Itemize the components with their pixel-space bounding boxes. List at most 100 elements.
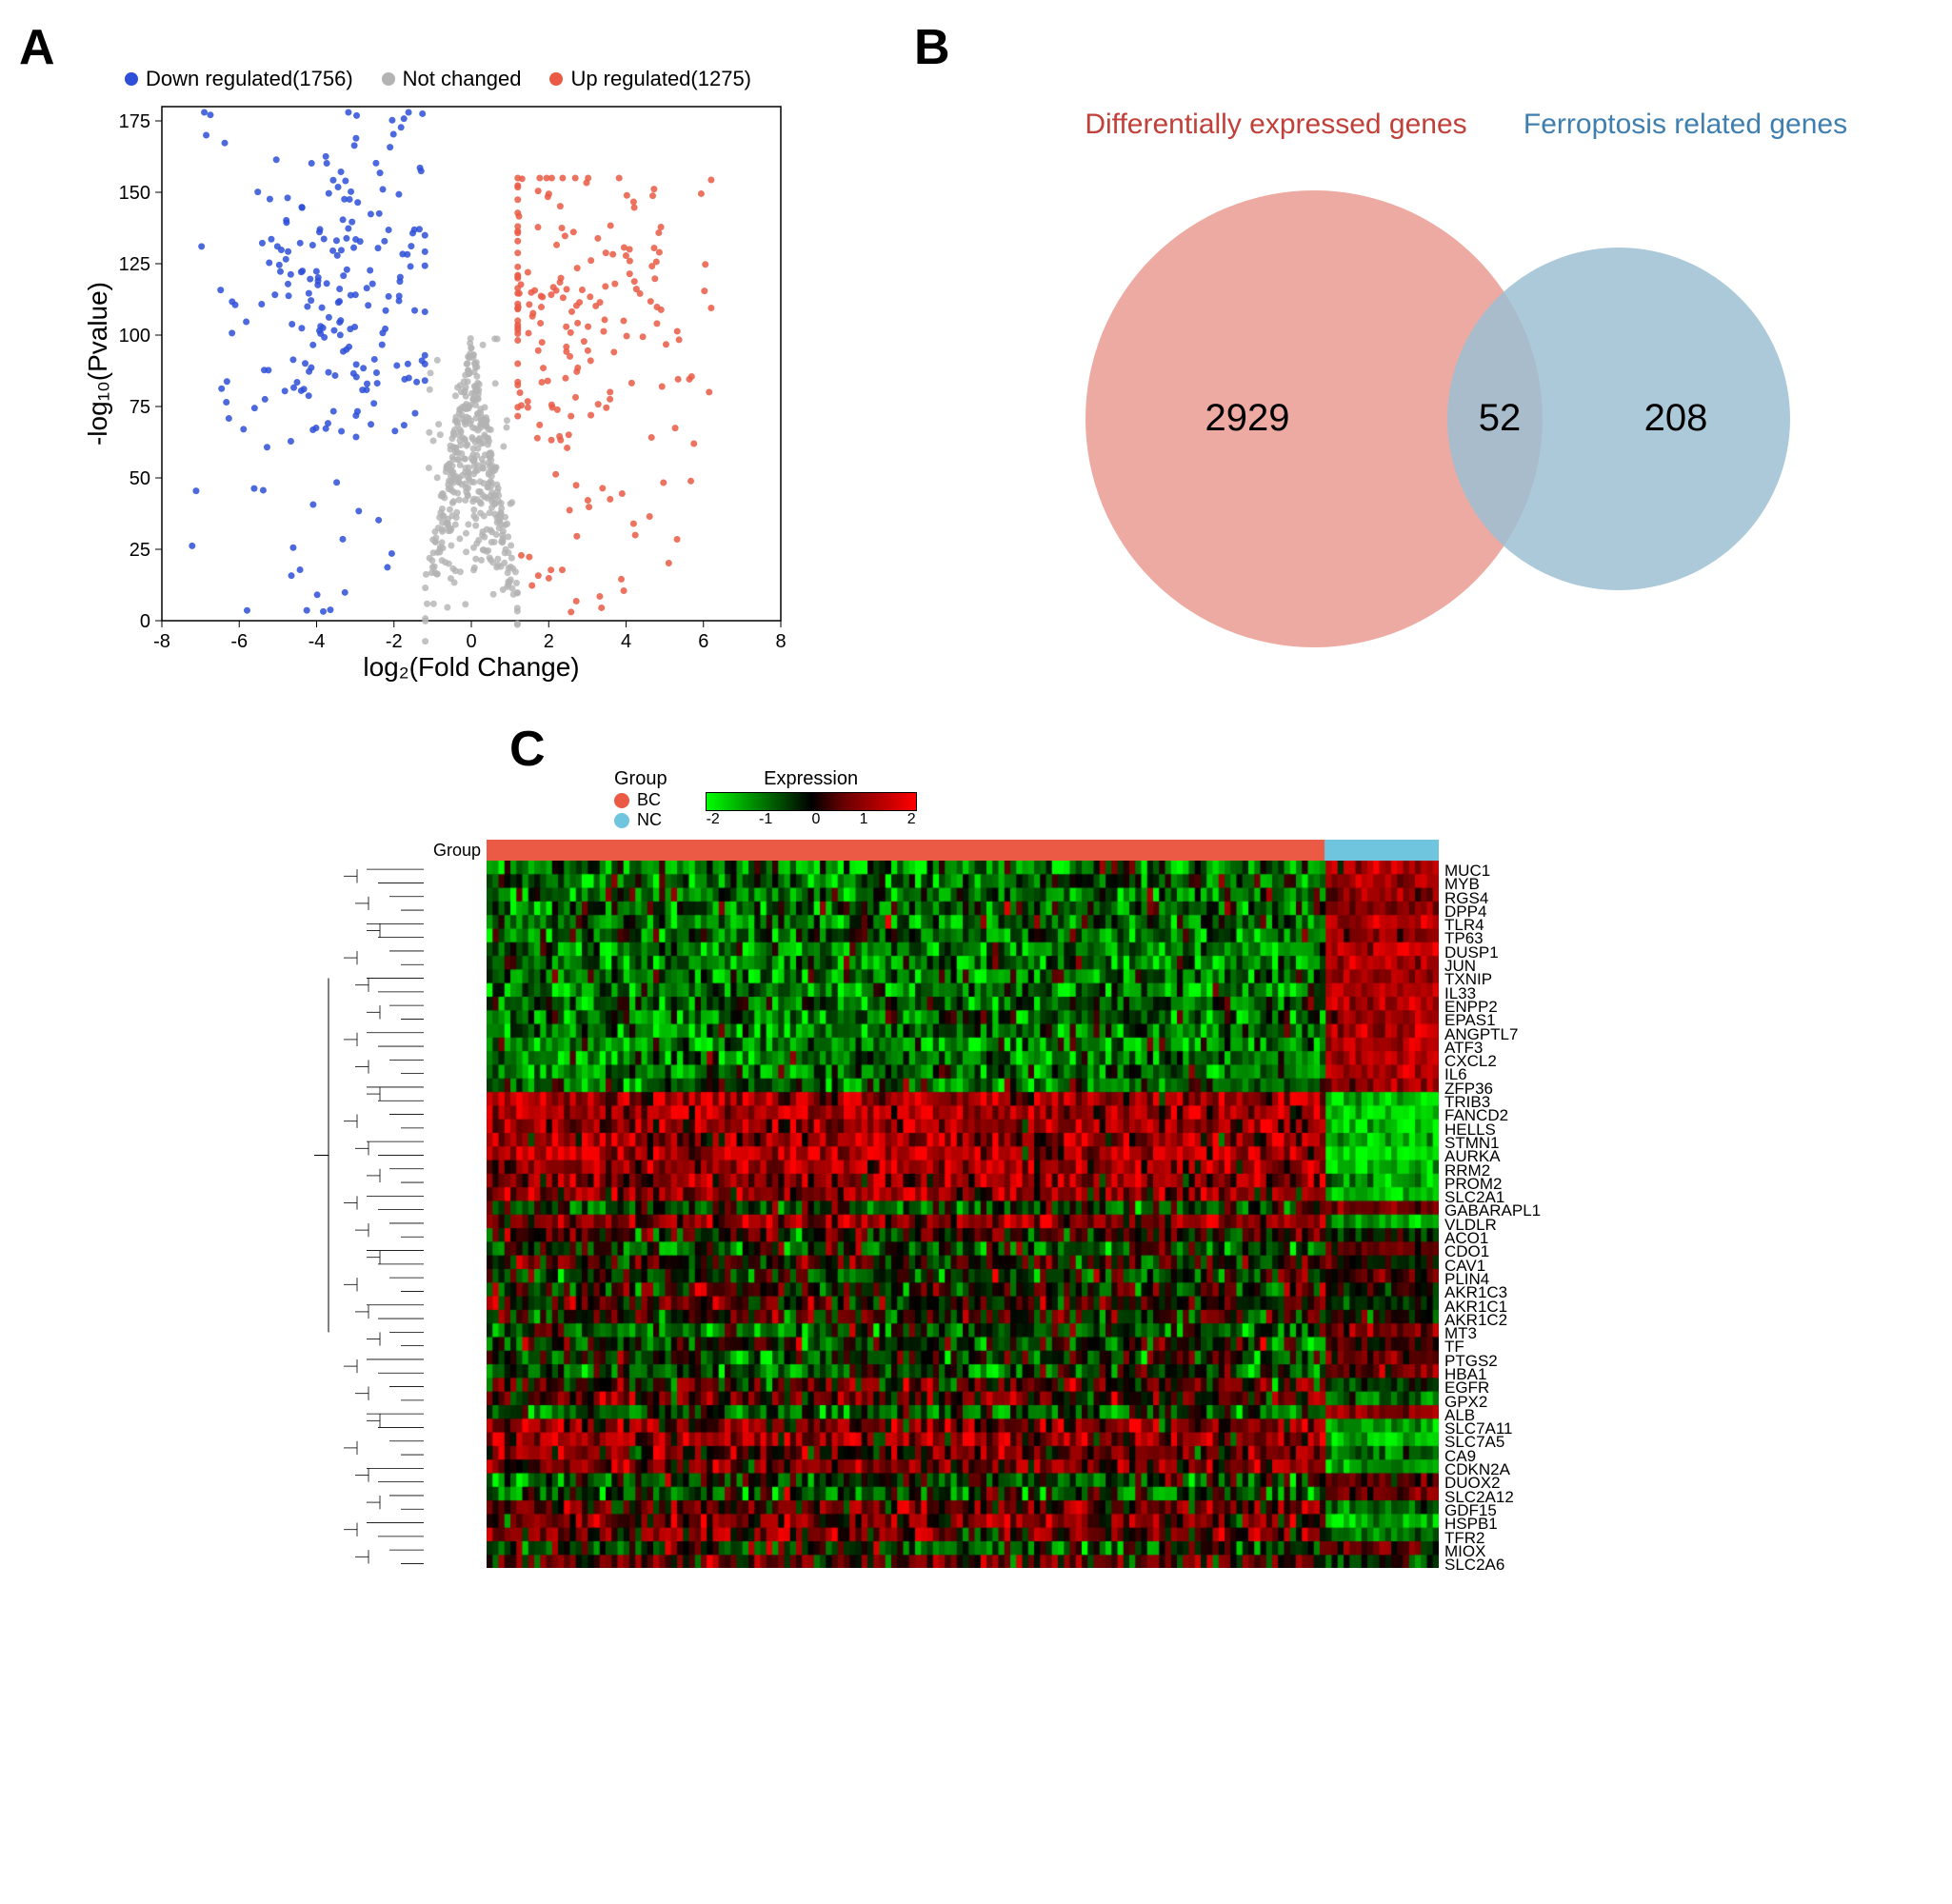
dendrogram	[309, 840, 424, 1571]
gene-label: GPX2	[1444, 1394, 1541, 1407]
gene-label: TFR2	[1444, 1530, 1541, 1543]
svg-text:2929: 2929	[1205, 397, 1290, 439]
group-nc: NC	[614, 810, 667, 830]
svg-text:25: 25	[129, 540, 150, 561]
gene-label: EPAS1	[1444, 1012, 1541, 1025]
gene-label: DUOX2	[1444, 1475, 1541, 1488]
gene-label: HELLS	[1444, 1121, 1541, 1135]
svg-text:150: 150	[119, 183, 150, 204]
gene-label: GABARAPL1	[1444, 1202, 1541, 1216]
svg-text:-4: -4	[309, 631, 326, 652]
gene-label: MYB	[1444, 876, 1541, 889]
gene-label: ENPP2	[1444, 999, 1541, 1012]
volcano-legend: Down regulated(1756) Not changed Up regu…	[86, 67, 790, 91]
svg-text:52: 52	[1479, 397, 1522, 439]
gene-label: AKR1C3	[1444, 1284, 1541, 1298]
gene-label: HBA1	[1444, 1366, 1541, 1379]
heatmap-center: Group	[424, 840, 1439, 1571]
heatmap-legend: Group BC NC Expression -2-1012	[614, 768, 1643, 830]
group-label-bc: BC	[637, 790, 661, 810]
heatmap-group-legend: Group BC NC	[614, 768, 667, 830]
svg-text:0: 0	[140, 611, 150, 632]
gene-label: SLC2A6	[1444, 1557, 1541, 1570]
gene-label: CA9	[1444, 1448, 1541, 1461]
gene-label: SLC2A1	[1444, 1189, 1541, 1202]
gene-label: TRIB3	[1444, 1094, 1541, 1107]
legend-up: Up regulated(1275)	[549, 67, 751, 91]
svg-text:-6: -6	[230, 631, 248, 652]
gene-label: AURKA	[1444, 1148, 1541, 1161]
svg-text:-8: -8	[153, 631, 170, 652]
svg-text:175: 175	[119, 111, 150, 132]
svg-text:Ferroptosis related genes: Ferroptosis related genes	[1524, 109, 1847, 140]
svg-text:0: 0	[466, 631, 476, 652]
gene-label: TF	[1444, 1339, 1541, 1352]
svg-text:8: 8	[775, 631, 786, 652]
legend-dot-nc	[382, 72, 395, 86]
gene-label: FANCD2	[1444, 1107, 1541, 1121]
legend-dot-down	[125, 72, 138, 86]
panel-b: B Differentially expressed genesFerropto…	[924, 29, 1923, 692]
svg-text:125: 125	[119, 254, 150, 275]
group-bc: BC	[614, 790, 667, 810]
legend-label-nc: Not changed	[403, 67, 522, 91]
gene-label: STMN1	[1444, 1135, 1541, 1148]
colorbar-ticks: -2-1012	[707, 811, 916, 828]
svg-text:4: 4	[621, 631, 631, 652]
gene-label: MT3	[1444, 1325, 1541, 1339]
gene-label: SLC7A11	[1444, 1420, 1541, 1434]
venn-svg: Differentially expressed genes Ferroptosi…	[1000, 76, 1857, 685]
panel-c: C Group BC NC Expression -2-1012	[309, 730, 1643, 1571]
gene-label: CXCL2	[1444, 1053, 1541, 1066]
legend-nc: Not changed	[382, 67, 522, 91]
svg-text:208: 208	[1644, 397, 1708, 439]
gene-label: AKR1C2	[1444, 1312, 1541, 1325]
gene-label: JUN	[1444, 958, 1541, 971]
heatmap-main: Group MUC1MYBRGS4DPP4TLR4TP63DUSP1JUNTXN…	[309, 840, 1643, 1571]
legend-down: Down regulated(1756)	[125, 67, 353, 91]
gene-label: TLR4	[1444, 917, 1541, 930]
venn-diagram: Differentially expressed genes Ferroptosi…	[1000, 76, 1857, 647]
group-row	[487, 840, 1439, 861]
group-row-label: Group	[424, 841, 481, 861]
gene-label: ALB	[1444, 1407, 1541, 1420]
gene-label: VLDLR	[1444, 1217, 1541, 1230]
panel-label-b: B	[914, 19, 950, 76]
svg-text:Differentially expressed genes: Differentially expressed genes	[1085, 109, 1466, 140]
gene-label: IL6	[1444, 1066, 1541, 1080]
gene-label: IL33	[1444, 985, 1541, 999]
gene-label: AKR1C1	[1444, 1299, 1541, 1312]
svg-text:100: 100	[119, 326, 150, 347]
gene-label: EGFR	[1444, 1379, 1541, 1393]
gene-label: ACO1	[1444, 1230, 1541, 1243]
gene-label: RRM2	[1444, 1162, 1541, 1176]
colorbar-gradient	[706, 792, 917, 811]
gene-label: DPP4	[1444, 903, 1541, 917]
gene-label: CAV1	[1444, 1258, 1541, 1271]
gene-label: PROM2	[1444, 1176, 1541, 1189]
gene-label: ZFP36	[1444, 1081, 1541, 1094]
gene-label: ATF3	[1444, 1040, 1541, 1053]
gene-label: TXNIP	[1444, 971, 1541, 984]
gene-label: TP63	[1444, 930, 1541, 943]
gene-label: MIOX	[1444, 1543, 1541, 1557]
svg-text:2: 2	[544, 631, 554, 652]
group-dot-bc	[614, 793, 629, 808]
gene-label: HSPB1	[1444, 1516, 1541, 1529]
gene-label: PLIN4	[1444, 1271, 1541, 1284]
gene-label: PTGS2	[1444, 1353, 1541, 1366]
svg-text:6: 6	[698, 631, 708, 652]
gene-label: GDF15	[1444, 1502, 1541, 1516]
gene-label: MUC1	[1444, 863, 1541, 876]
heatmap: Group BC NC Expression -2-1012 Group	[309, 768, 1643, 1571]
group-dot-nc	[614, 813, 629, 828]
volcano-svg: -8-6-4-2024680255075100125150175log₂(Fol…	[86, 97, 790, 687]
gene-label: CDKN2A	[1444, 1461, 1541, 1475]
panel-a: A Down regulated(1756) Not changed Up re…	[29, 29, 866, 692]
legend-label-down: Down regulated(1756)	[146, 67, 353, 91]
heatmap-canvas	[487, 861, 1439, 1568]
group-label-nc: NC	[637, 810, 662, 830]
gene-label: ANGPTL7	[1444, 1026, 1541, 1040]
svg-text:50: 50	[129, 468, 150, 489]
gene-label: DUSP1	[1444, 944, 1541, 958]
